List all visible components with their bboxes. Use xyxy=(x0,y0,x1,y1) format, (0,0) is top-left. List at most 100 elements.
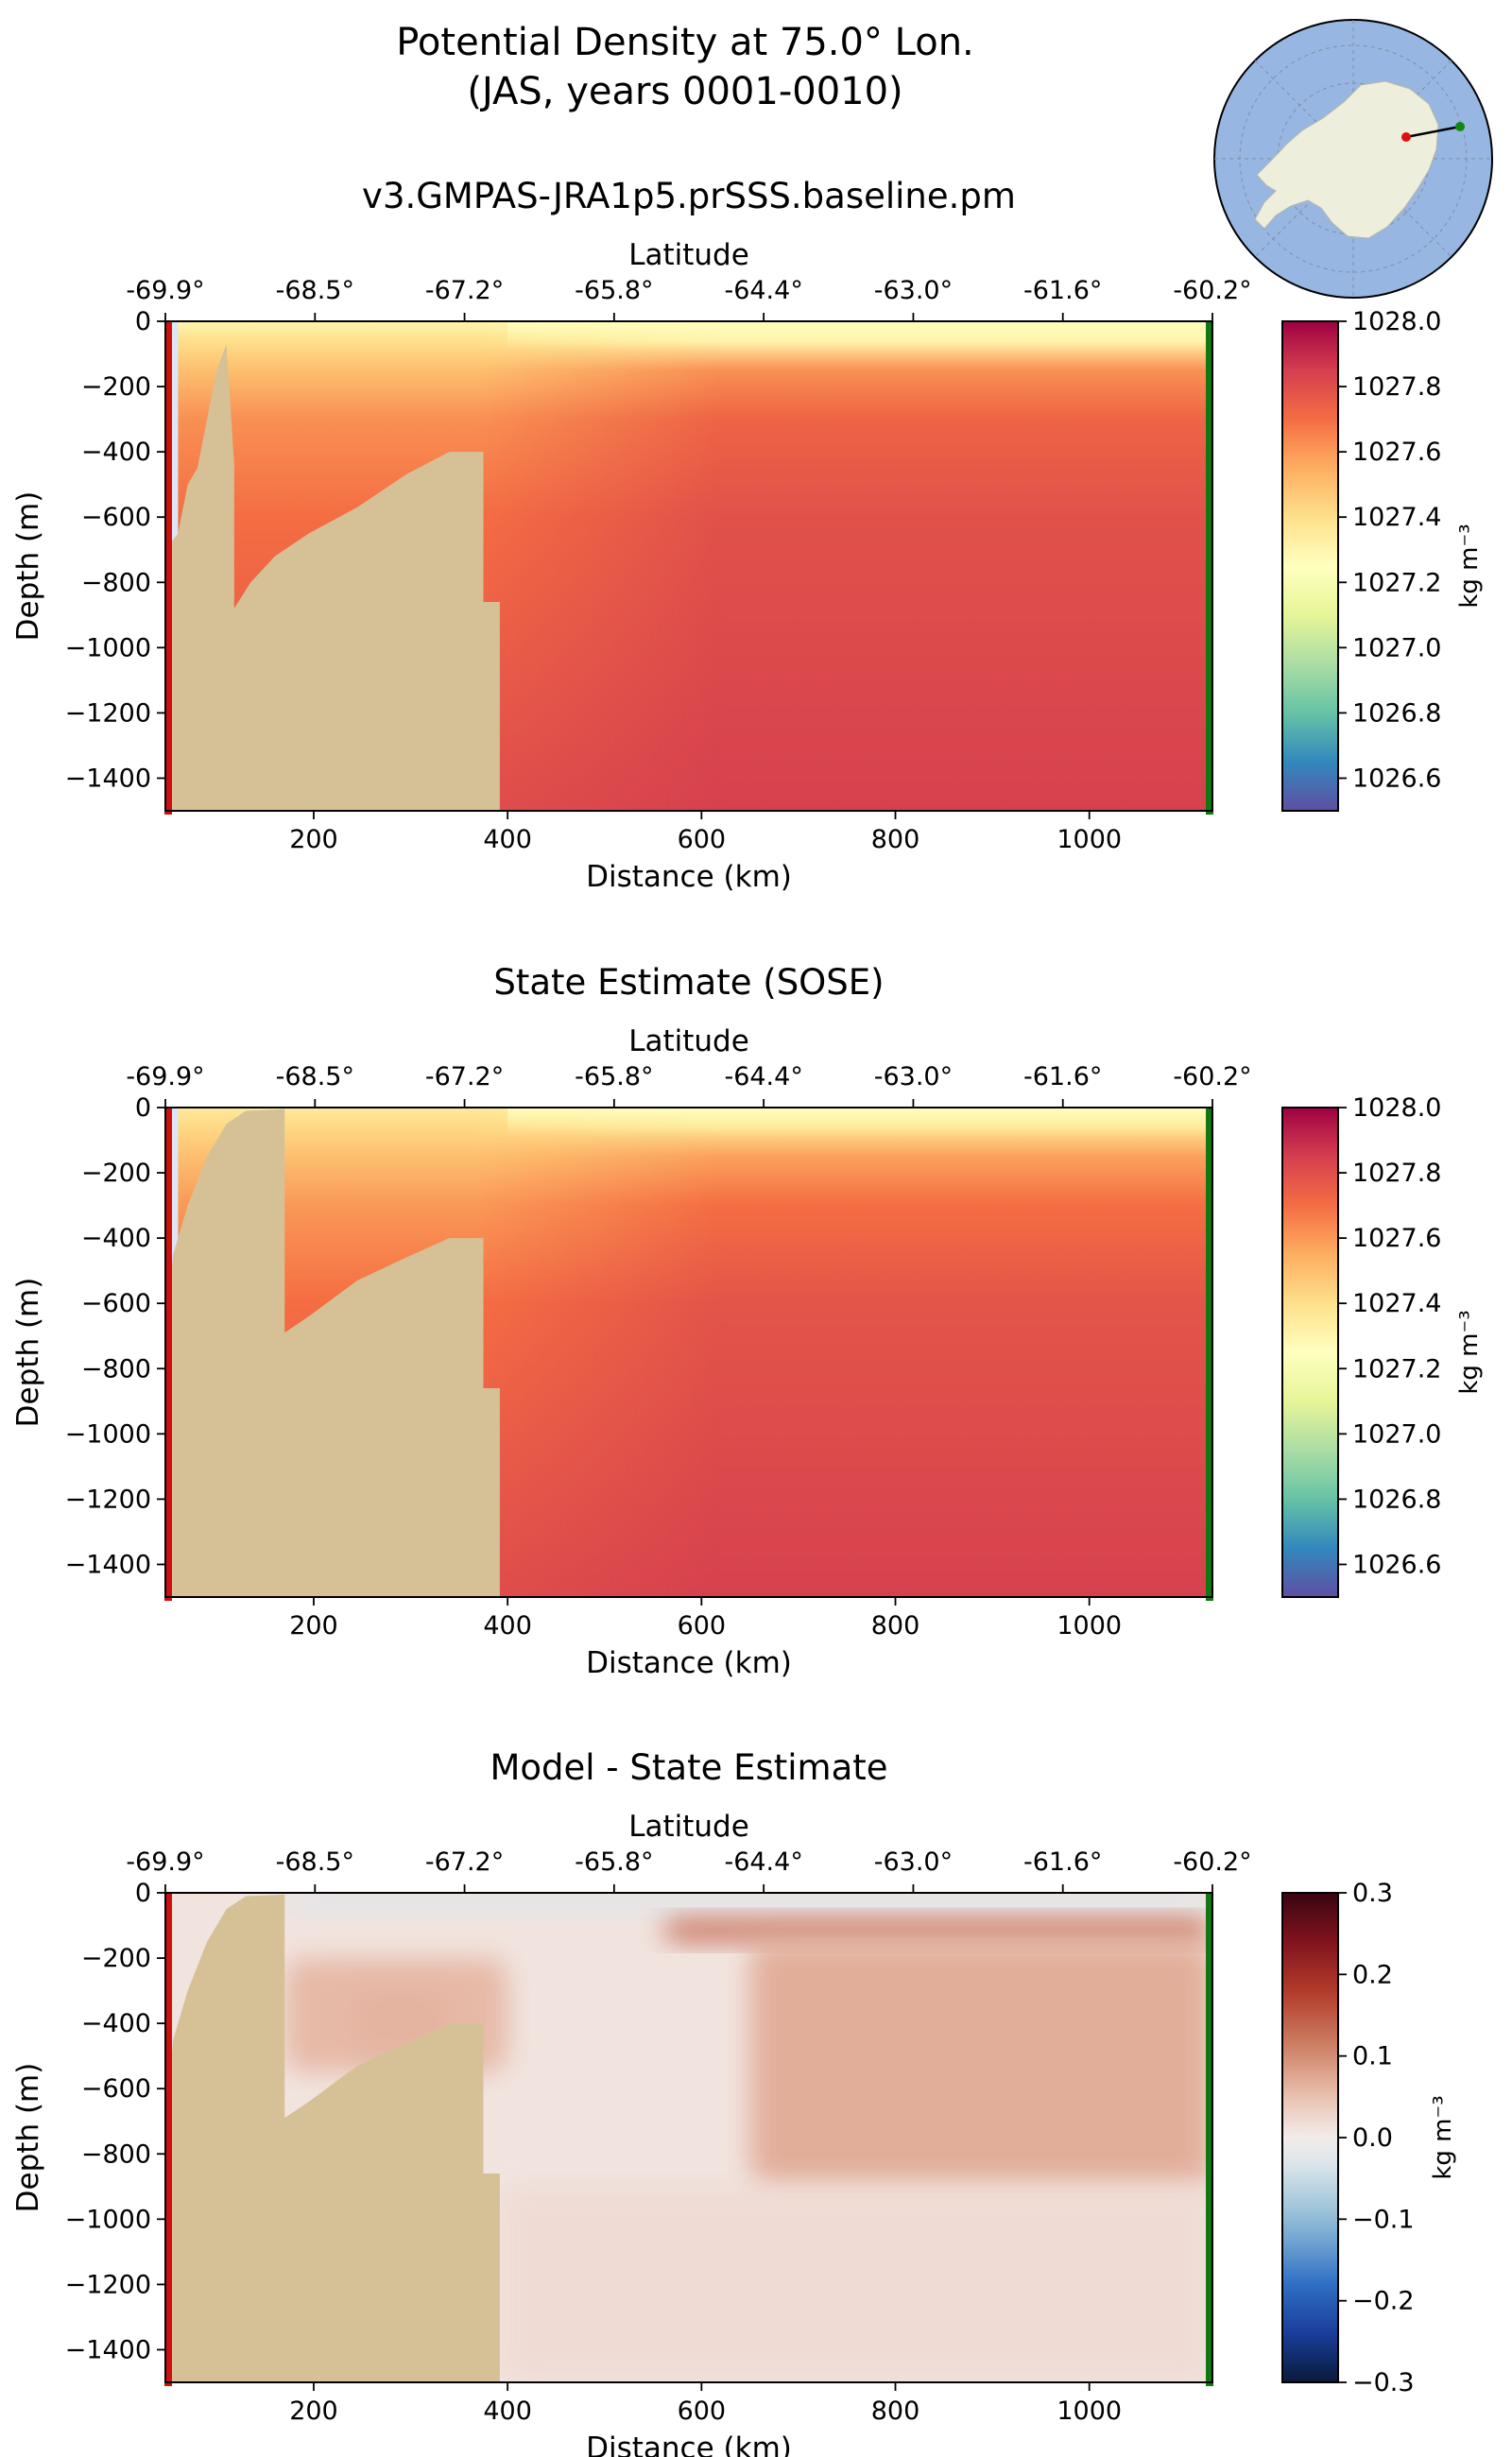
x-tick-label: 1000 xyxy=(1057,825,1122,854)
lat-tick-label: -61.6° xyxy=(1023,1847,1102,1877)
lat-tick-label: -63.0° xyxy=(874,1847,953,1877)
colorbar-tick-label: 1026.8 xyxy=(1352,1485,1441,1514)
colorbar-label: kg m⁻³ xyxy=(1455,524,1484,608)
y-tick-label: −1200 xyxy=(65,1485,151,1514)
colorbar-tick-label: 0.0 xyxy=(1352,2123,1393,2153)
y-tick-label: −600 xyxy=(81,503,151,532)
y-tick-label: −1200 xyxy=(65,2270,151,2299)
bathymetry-land xyxy=(165,344,500,811)
x-tick-label: 600 xyxy=(678,1611,727,1641)
field-diff xyxy=(165,1893,1212,2382)
panel-sose: State Estimate (SOSE) -69.9° -68.5° -67.2° -… xyxy=(11,962,1484,1680)
colorbar-tick-label: 1027.4 xyxy=(1352,1289,1441,1318)
lat-tick-label: -65.8° xyxy=(575,276,653,305)
panel-title: Model - State Estimate xyxy=(490,1747,887,1788)
lat-tick-label: -61.6° xyxy=(1023,1062,1102,1091)
x-axis-label: Distance (km) xyxy=(586,860,792,894)
colorbar-tick-label: 1027.2 xyxy=(1352,1354,1441,1383)
y-tick-label: −800 xyxy=(81,568,151,597)
inset-end-marker xyxy=(1455,122,1465,131)
inset-map xyxy=(1213,19,1493,299)
lat-tick-label: -64.4° xyxy=(724,1062,802,1091)
x-tick-label: 200 xyxy=(289,825,338,854)
y-tick-label: 0 xyxy=(135,1879,151,1908)
y-tick-label: 0 xyxy=(135,1093,151,1123)
y-tick-label: −600 xyxy=(81,2074,151,2104)
x-tick-label: 1000 xyxy=(1057,1611,1122,1641)
y-tick-label: −1000 xyxy=(65,2205,151,2234)
y-tick-label: −1400 xyxy=(65,1550,151,1579)
y-axis-label: Depth (m) xyxy=(11,1278,45,1428)
y-tick-label: −400 xyxy=(81,2009,151,2038)
y-tick-label: −800 xyxy=(81,1354,151,1383)
colorbar-tick-label: 1027.0 xyxy=(1352,1419,1441,1449)
y-tick-label: −600 xyxy=(81,1289,151,1318)
y-tick-label: −400 xyxy=(81,438,151,467)
lat-tick-label: -60.2° xyxy=(1173,276,1251,305)
y-tick-label: −400 xyxy=(81,1224,151,1253)
colorbar xyxy=(1281,320,1339,812)
top-axis-label: Latitude xyxy=(628,1024,749,1058)
x-tick-label: 800 xyxy=(871,1611,920,1641)
colorbar-tick-label: 0.3 xyxy=(1352,1879,1393,1908)
lat-tick-label: -68.5° xyxy=(276,276,354,305)
plot-frame xyxy=(164,1892,1213,2383)
x-axis-label: Distance (km) xyxy=(586,2431,792,2457)
colorbar-tick-label: 1027.6 xyxy=(1352,438,1441,467)
y-tick-label: −1000 xyxy=(65,633,151,662)
bathymetry-land xyxy=(165,1108,500,1597)
colorbar-tick-label: 1026.6 xyxy=(1352,1550,1441,1579)
lat-tick-label: -68.5° xyxy=(276,1847,354,1877)
bathymetry-land xyxy=(165,1894,500,2382)
colorbar-label: kg m⁻³ xyxy=(1429,2095,1457,2179)
colorbar-tick-label: 1027.4 xyxy=(1352,503,1441,532)
lat-tick-label: -61.6° xyxy=(1023,276,1102,305)
x-tick-label: 400 xyxy=(483,825,532,854)
colorbar-label: kg m⁻³ xyxy=(1455,1310,1484,1394)
colorbar-tick-label: −0.1 xyxy=(1352,2205,1415,2234)
colorbar xyxy=(1281,1892,1339,2383)
x-axis-label: Distance (km) xyxy=(586,1646,792,1680)
colorbar-tick-label: 1027.8 xyxy=(1352,372,1441,402)
y-tick-label: −1000 xyxy=(65,1419,151,1449)
x-tick-label: 600 xyxy=(678,825,727,854)
panel-title: v3.GMPAS-JRA1p5.prSSS.baseline.pm xyxy=(362,176,1016,216)
lat-tick-label: -64.4° xyxy=(724,1847,802,1877)
anomaly-surface-fresh-band xyxy=(284,1893,1212,1913)
panel-model: v3.GMPAS-JRA1p5.prSSS.baseline.pm -69.9° -… xyxy=(11,176,1484,894)
lat-tick-label: -69.9° xyxy=(126,276,204,305)
plot-frame xyxy=(164,320,1213,812)
lat-tick-label: -67.2° xyxy=(425,276,504,305)
y-tick-label: −200 xyxy=(81,1159,151,1188)
colorbar-tick-label: 1027.6 xyxy=(1352,1224,1441,1253)
y-tick-label: −1400 xyxy=(65,2335,151,2364)
lat-tick-label: -65.8° xyxy=(575,1847,653,1877)
colorbar xyxy=(1281,1107,1339,1598)
anomaly-thermocline-positive xyxy=(662,1918,1212,1942)
x-tick-label: 200 xyxy=(289,1611,338,1641)
lat-tick-label: -67.2° xyxy=(425,1062,504,1091)
x-tick-label: 400 xyxy=(483,2397,532,2426)
lat-tick-label: -64.4° xyxy=(724,276,802,305)
lat-tick-label: -63.0° xyxy=(874,1062,953,1091)
surface-light-layer xyxy=(507,1108,1212,1138)
y-tick-label: −1200 xyxy=(65,698,151,728)
figure-title-line1: Potential Density at 75.0° Lon. xyxy=(396,21,974,64)
y-tick-label: 0 xyxy=(135,307,151,336)
x-tick-label: 1000 xyxy=(1057,2397,1122,2426)
top-axis-label: Latitude xyxy=(628,238,749,272)
colorbar-tick-label: 1027.0 xyxy=(1352,633,1441,662)
y-tick-label: −200 xyxy=(81,1944,151,1973)
field-model xyxy=(165,321,1212,811)
plot-frame xyxy=(164,1107,1213,1598)
anomaly-deep-positive xyxy=(749,1941,1212,2187)
surface-light-layer xyxy=(507,321,1212,352)
x-tick-label: 600 xyxy=(678,2397,727,2426)
field-sose xyxy=(165,1108,1212,1597)
antarctica-landmass xyxy=(1254,80,1439,239)
figure-title-line2: (JAS, years 0001-0010) xyxy=(467,70,902,113)
y-axis-label: Depth (m) xyxy=(11,491,45,642)
colorbar-tick-label: 1026.8 xyxy=(1352,698,1441,728)
colorbar-tick-label: 1028.0 xyxy=(1352,1093,1441,1123)
